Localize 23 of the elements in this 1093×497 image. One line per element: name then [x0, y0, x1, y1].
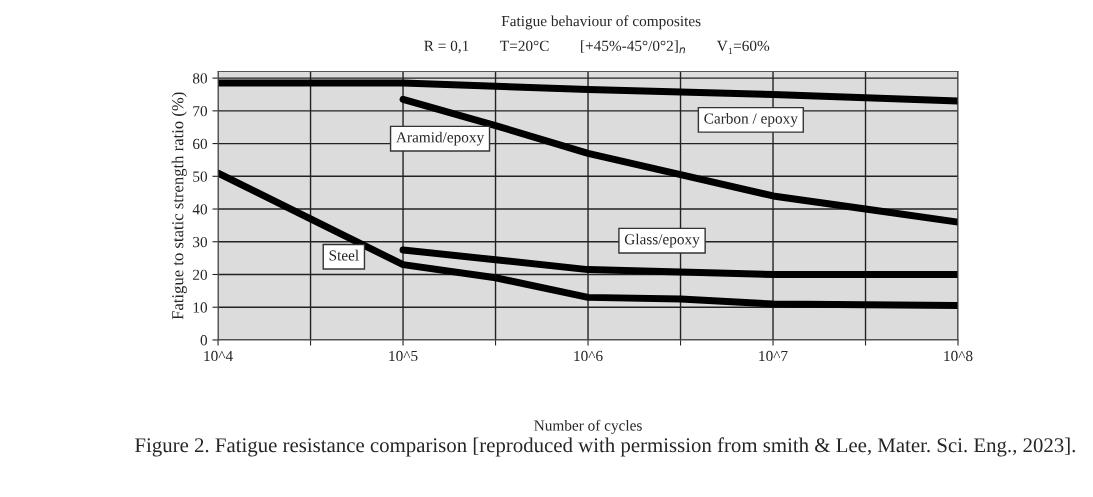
y-tick-label: 10 [193, 302, 208, 313]
caption: Figure 2. Fatigue resistance comparison [reproduced with permission from smith & Lee, Mater. Sci. Eng., 2023]. [135, 437, 1075, 457]
y-tick-label: 40 [192, 204, 208, 215]
series-label: Steel [329, 249, 359, 261]
y-axis-title: Fatigue to static strength ratio (%) [171, 92, 187, 320]
x-tick-label: 10^8 [944, 350, 973, 362]
y-tick-label: 20 [193, 269, 208, 280]
y-tick-label: 60 [193, 138, 208, 150]
y-tick-label: 0 [200, 335, 208, 346]
text: R = 0,1 T=20°C [+45%-45°/0°2]$_{n}$ V₁=60% [424, 40, 770, 54]
series-label: Aramid/epoxy [396, 131, 485, 146]
y-tick-label: 50 [193, 171, 208, 182]
series-label: Glass/epoxy [624, 233, 700, 248]
y-tick-label: 80 [192, 73, 208, 84]
x-axis-title: Number of cycles [534, 419, 642, 434]
x-tick-label: 10^4 [204, 350, 233, 362]
x-tick-label: 10^7 [759, 350, 788, 362]
y-tick-label: 70 [193, 105, 208, 117]
x-tick-label: 10^6 [574, 350, 603, 362]
chart-title: Fatigue behaviour of composites [501, 15, 701, 30]
x-tick-label: 10^5 [389, 350, 418, 362]
series-label: Carbon / epoxy [704, 112, 798, 127]
y-tick-label: 30 [193, 236, 208, 248]
